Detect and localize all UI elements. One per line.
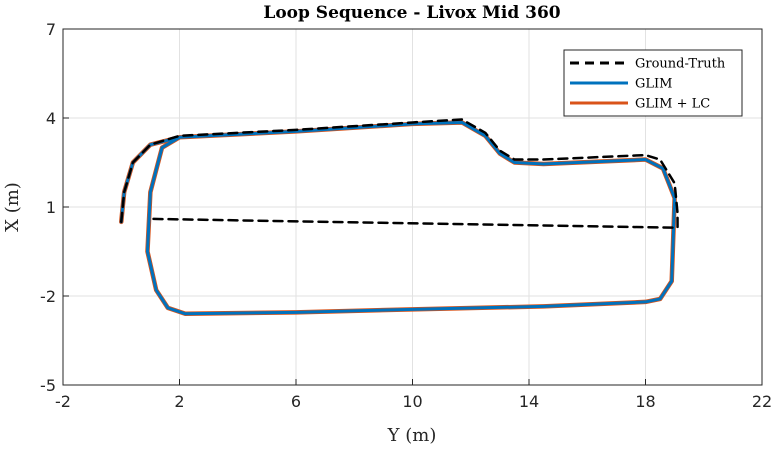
chart-title: Loop Sequence - Livox Mid 360 [263,3,560,23]
series-line-0 [120,118,679,230]
legend-label-0: Ground-Truth [635,57,726,72]
x-tick-label: 22 [752,392,772,411]
legend-label-1: GLIM [635,77,672,92]
x-tick-label: -2 [55,392,71,411]
legend: Ground-Truth GLIM GLIM + LC [563,49,743,117]
y-axis-label: X (m) [2,182,23,232]
x-tick-label: 14 [519,392,539,411]
y-tick-label: -5 [40,376,56,395]
y-tick-label: 4 [46,109,56,128]
y-tick-label: -2 [40,287,56,306]
x-axis-label: Y (m) [387,425,437,446]
x-tick-label: 6 [291,392,301,411]
y-tick-label: 7 [46,20,56,39]
x-tick-label: 10 [402,392,422,411]
x-tick-label: 18 [635,392,655,411]
series-layer [119,118,679,317]
grid [63,29,762,385]
legend-label-2: GLIM + LC [635,97,710,112]
y-tick-label: 1 [46,198,56,217]
series-line-1 [119,120,677,316]
x-tick-label: 2 [174,392,184,411]
